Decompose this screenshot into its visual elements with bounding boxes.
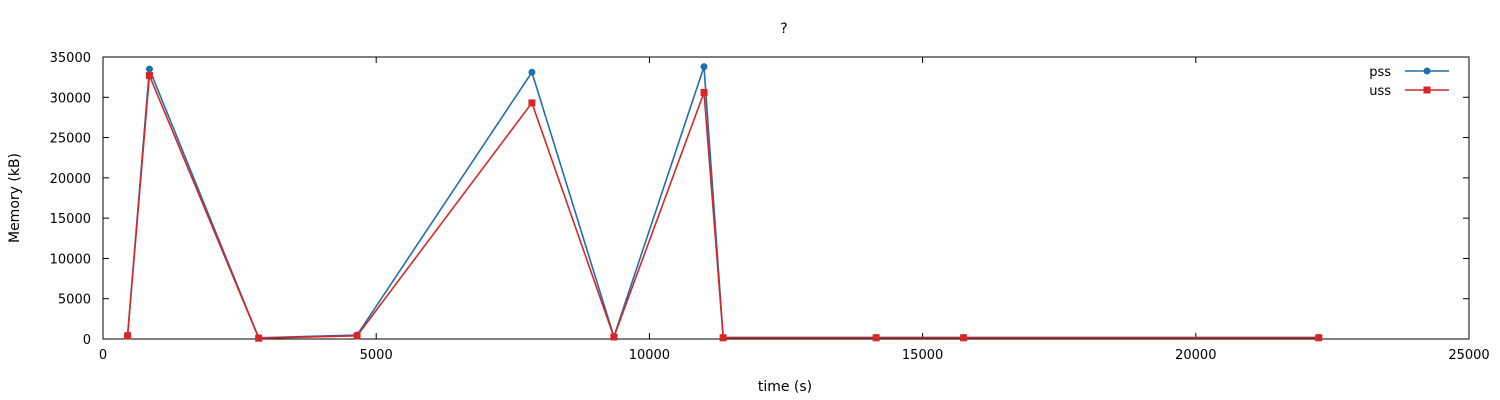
- legend-marker-pss: [1423, 67, 1431, 75]
- y-tick-label: 25000: [50, 132, 91, 147]
- data-point-uss: [145, 72, 153, 80]
- y-tick-label: 0: [83, 333, 91, 348]
- data-point-uss: [255, 334, 263, 342]
- y-axis-label: Memory (kB): [7, 153, 23, 243]
- data-point-uss: [960, 334, 968, 342]
- legend-marker-uss: [1423, 86, 1431, 94]
- data-point-uss: [528, 99, 536, 107]
- axis-ticks: 0 5000 10000 15000 20000 25000 0 5000 10000 15000…: [50, 51, 1490, 363]
- data-point-pss: [700, 63, 708, 71]
- plot-frame: [102, 56, 1470, 340]
- data-point-uss: [353, 332, 361, 340]
- y-tick-label: 5000: [58, 293, 91, 308]
- x-tick-label: 25000: [1448, 348, 1489, 363]
- x-axis-label: time (s): [758, 379, 812, 395]
- x-tick-label: 5000: [360, 348, 393, 363]
- y-tick-label: 15000: [50, 212, 91, 227]
- legend-label-pss: pss: [1369, 65, 1391, 80]
- x-tick-label: 10000: [629, 348, 670, 363]
- x-tick-label: 0: [99, 348, 107, 363]
- x-tick-label: 15000: [902, 348, 943, 363]
- legend-label-uss: uss: [1369, 84, 1391, 99]
- series-layer: [124, 63, 1323, 342]
- series-line-pss: [126, 66, 1319, 340]
- y-tick-label: 20000: [50, 172, 91, 187]
- data-point-pss: [145, 65, 153, 73]
- data-point-pss: [528, 68, 536, 76]
- data-point-uss: [700, 88, 708, 96]
- data-point-uss: [124, 332, 132, 340]
- data-point-uss: [1315, 334, 1323, 342]
- data-point-uss: [719, 334, 727, 342]
- series-line-uss: [126, 75, 1319, 340]
- y-tick-label: 35000: [50, 51, 91, 66]
- data-point-uss: [610, 333, 618, 341]
- x-tick-label: 20000: [1175, 348, 1216, 363]
- data-point-uss: [872, 334, 880, 342]
- y-tick-label: 30000: [50, 91, 91, 106]
- chart-title: ?: [780, 21, 787, 37]
- legend: pss uss: [1369, 65, 1449, 99]
- y-tick-label: 10000: [50, 252, 91, 267]
